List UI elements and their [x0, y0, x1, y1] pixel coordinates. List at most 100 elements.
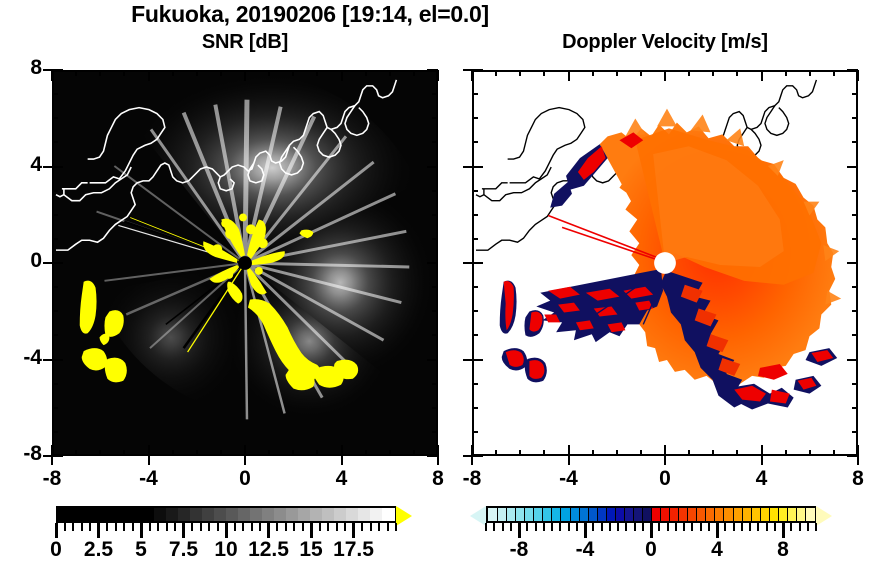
snr-colorbar-major-tick	[139, 523, 143, 538]
colorbar-cell	[614, 508, 625, 521]
snr-y-axis-label: -8	[23, 442, 42, 465]
snr-colorbar-label: 10	[214, 538, 238, 561]
doppler-panel-title: Doppler Velocity [m/s]	[562, 31, 768, 53]
snr-colorbar-minor-tick	[72, 523, 74, 531]
doppler-colorbar-minor-tick	[740, 523, 743, 531]
colorbar-separator	[678, 508, 680, 521]
colorbar-cell	[768, 508, 779, 521]
colorbar-cell	[542, 508, 553, 521]
snr-y-axis-label: 4	[30, 152, 42, 176]
snr-y-major-stub	[43, 262, 52, 264]
colorbar-separator	[750, 508, 752, 521]
snr-y-major-stub	[43, 69, 52, 71]
snr-colorbar-major-tick	[309, 523, 313, 538]
doppler-colorbar-minor-tick	[584, 523, 586, 531]
doppler-colorbar-minor-tick	[798, 523, 801, 531]
doppler-colorbar-minor-tick	[790, 523, 793, 531]
snr-colorbar-label: 5	[135, 538, 147, 561]
colorbar-cell	[651, 508, 661, 521]
doppler-plot-panel[interactable]	[472, 70, 858, 456]
doppler-colorbar-minor-tick	[551, 523, 553, 531]
snr-colorbar-major-tick	[54, 523, 58, 538]
colorbar-cell	[202, 508, 215, 521]
colorbar-cell	[795, 508, 806, 521]
colorbar-cell	[632, 508, 643, 521]
colorbar-cell	[178, 508, 191, 521]
snr-colorbar-minor-tick	[123, 523, 125, 531]
colorbar-cell	[515, 508, 526, 521]
colorbar-cell	[687, 508, 698, 521]
colorbar-cell	[250, 508, 263, 521]
doppler-colorbar-minor-tick	[732, 523, 735, 531]
snr-colorbar-minor-tick	[131, 523, 134, 531]
snr-colorbar-major-tick	[97, 523, 100, 538]
doppler-colorbar-minor-tick	[509, 523, 512, 531]
colorbar-cell	[322, 508, 335, 521]
snr-y-major-stub	[43, 165, 52, 168]
snr-colorbar-label: 7.5	[168, 538, 199, 561]
doppler-colorbar-major-tick	[649, 523, 653, 538]
snr-colorbar-minor-tick	[259, 523, 261, 531]
colorbar-cell	[759, 508, 770, 521]
doppler-colorbar-label: 4	[711, 538, 723, 561]
colorbar-cell	[346, 508, 359, 521]
doppler-colorbar-label: -8	[509, 538, 529, 561]
colorbar-separator	[515, 508, 517, 521]
doppler-colorbar-minor-tick	[724, 523, 727, 531]
snr-colorbar-minor-tick	[225, 523, 227, 531]
snr-colorbar-minor-tick	[344, 523, 346, 531]
doppler-colorbar-minor-tick	[592, 523, 595, 531]
snr-colorbar-minor-tick	[318, 523, 321, 531]
doppler-y-major-stub	[463, 165, 472, 168]
snr-colorbar-minor-tick	[242, 523, 244, 531]
snr-colorbar-minor-tick	[140, 523, 142, 531]
colorbar-separator	[795, 508, 797, 521]
colorbar-separator	[542, 508, 544, 521]
doppler-colorbar-major-tick	[583, 523, 587, 538]
doppler-x-major-stub	[567, 456, 570, 465]
colorbar-separator	[741, 508, 743, 521]
colorbar-cell	[524, 508, 535, 521]
colorbar-separator	[497, 508, 499, 521]
colorbar-separator	[569, 508, 571, 521]
doppler-y-major-stub	[463, 358, 472, 361]
colorbar-cell	[578, 508, 589, 521]
colorbar-cell	[705, 508, 716, 521]
colorbar-cell	[130, 508, 143, 521]
snr-colorbar-minor-tick	[174, 523, 176, 531]
snr-colorbar-over-arrow	[396, 506, 412, 526]
colorbar-cell	[106, 508, 119, 521]
snr-plot-panel[interactable]	[52, 70, 438, 456]
colorbar-cell	[262, 508, 275, 521]
snr-colorbar[interactable]	[56, 506, 396, 523]
colorbar-separator	[786, 508, 788, 521]
snr-colorbar-minor-tick	[89, 523, 91, 531]
colorbar-cell	[777, 508, 788, 521]
colorbar-separator	[714, 508, 716, 521]
snr-colorbar-minor-tick	[301, 523, 304, 531]
colorbar-cell	[238, 508, 251, 521]
snr-colorbar-minor-tick	[284, 523, 287, 531]
doppler-colorbar-minor-tick	[666, 523, 669, 531]
snr-colorbar-minor-tick	[335, 523, 338, 531]
colorbar-cell	[310, 508, 323, 521]
snr-x-axis-label: -8	[42, 467, 62, 490]
doppler-colorbar-minor-tick	[650, 523, 652, 531]
colorbar-cell	[58, 508, 71, 521]
doppler-colorbar[interactable]	[486, 506, 816, 523]
snr-colorbar-minor-tick	[182, 523, 185, 531]
snr-x-major-stub	[244, 456, 246, 465]
snr-y-axis-label: -4	[23, 345, 42, 369]
doppler-colorbar-minor-tick	[567, 523, 570, 531]
colorbar-cell	[623, 508, 634, 521]
snr-y-major-stub	[43, 358, 52, 361]
colorbar-separator	[804, 508, 806, 521]
snr-colorbar-minor-tick	[310, 523, 312, 531]
colorbar-cell	[154, 508, 167, 521]
snr-colorbar-minor-tick	[276, 523, 278, 531]
colorbar-cell	[298, 508, 311, 521]
snr-colorbar-minor-tick	[361, 523, 363, 531]
snr-x-major-stub	[340, 456, 343, 465]
colorbar-cell	[669, 508, 679, 521]
colorbar-cell	[334, 508, 347, 521]
